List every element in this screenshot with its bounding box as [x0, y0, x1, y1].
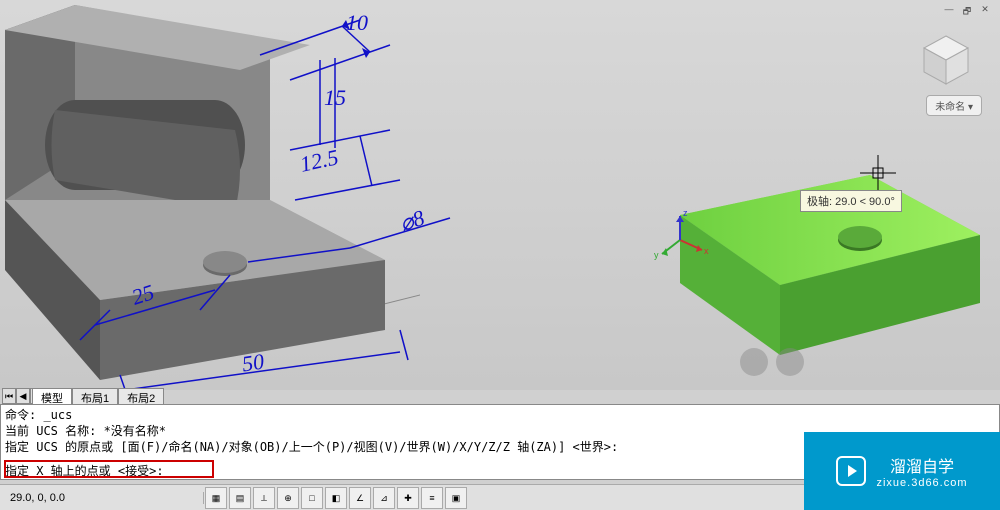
close-button[interactable]: ✕: [978, 4, 992, 18]
status-polar-button[interactable]: ⊕: [277, 487, 299, 509]
dimension-lines: [0, 0, 560, 390]
ucs-axis-icon[interactable]: x y z: [650, 210, 710, 275]
drawing-viewport[interactable]: — 🗗 ✕ 未命名 ▾: [0, 0, 1000, 390]
minimize-button[interactable]: —: [942, 4, 956, 18]
svg-text:z: z: [683, 210, 688, 218]
cmd-history-1: 命令: _ucs: [5, 407, 995, 423]
brand-title: 溜溜自学: [876, 453, 967, 477]
status-grid-button[interactable]: ▤: [229, 487, 251, 509]
tab-prev-button[interactable]: ◀: [16, 388, 30, 404]
status-otrack-button[interactable]: ∠: [349, 487, 371, 509]
status-coords: 29.0, 0, 0.0: [4, 492, 204, 504]
status-snap-button[interactable]: ▦: [205, 487, 227, 509]
status-dyn-button[interactable]: ✚: [397, 487, 419, 509]
status-ortho-button[interactable]: ⟂: [253, 487, 275, 509]
status-lwt-button[interactable]: ≡: [421, 487, 443, 509]
viewcube[interactable]: [916, 30, 976, 90]
brand-overlay: 溜溜自学 zixue.3d66.com: [804, 432, 1000, 510]
svg-text:y: y: [654, 250, 659, 260]
window-controls: — 🗗 ✕: [942, 4, 992, 18]
svg-text:x: x: [704, 246, 709, 256]
status-ducs-button[interactable]: ⊿: [373, 487, 395, 509]
dim-15: 15: [324, 85, 346, 111]
status-qp-button[interactable]: ▣: [445, 487, 467, 509]
watermark: [740, 348, 804, 376]
status-osnap-button[interactable]: □: [301, 487, 323, 509]
brand-url: zixue.3d66.com: [876, 477, 967, 489]
status-3dosnap-button[interactable]: ◧: [325, 487, 347, 509]
dim-50: 50: [240, 349, 265, 378]
play-icon: [836, 456, 866, 486]
polar-tooltip: 极轴: 29.0 < 90.0°: [800, 190, 902, 212]
dim-10: 10: [346, 10, 368, 36]
view-label[interactable]: 未命名 ▾: [926, 95, 982, 116]
tab-first-button[interactable]: ⏮: [2, 388, 16, 404]
restore-button[interactable]: 🗗: [960, 4, 974, 18]
